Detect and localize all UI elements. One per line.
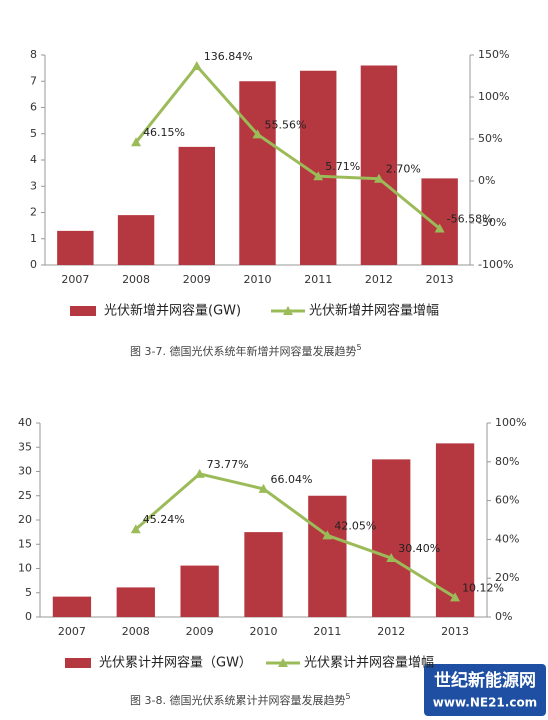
watermark: 世纪新能源网 www.NE21.com xyxy=(424,664,546,716)
legend-swatch xyxy=(70,306,96,316)
legend-label: 光伏累计并网容量增幅 xyxy=(304,655,434,671)
x-tick-label: 2012 xyxy=(377,625,405,638)
value-label: 10.12% xyxy=(462,581,504,594)
value-label: 66.04% xyxy=(271,473,313,486)
x-tick-label: 2010 xyxy=(244,273,272,286)
line-marker xyxy=(258,483,269,493)
legend-label: 光伏累计并网容量（GW） xyxy=(99,655,252,671)
bar xyxy=(178,146,215,265)
y2-tick-label: -50% xyxy=(478,216,506,229)
line-marker xyxy=(386,553,397,563)
legend-swatch xyxy=(278,658,288,667)
y2-tick-label: 150% xyxy=(478,48,509,61)
caption-note: 5 xyxy=(345,692,350,701)
x-tick-label: 2013 xyxy=(426,273,454,286)
line-marker xyxy=(450,592,461,602)
bar xyxy=(57,230,94,265)
legend-label: 光伏新增并网容量(GW) xyxy=(104,303,241,319)
y-tick-label: 3 xyxy=(30,179,37,192)
y2-tick-label: -100% xyxy=(478,258,513,271)
x-tick-label: 2008 xyxy=(122,273,150,286)
value-label: 46.15% xyxy=(143,126,185,139)
value-label: 5.71% xyxy=(325,160,360,173)
x-tick-label: 2009 xyxy=(186,625,214,638)
y-tick-label: 4 xyxy=(30,153,37,166)
x-tick-label: 2010 xyxy=(250,625,278,638)
x-tick-label: 2007 xyxy=(58,625,86,638)
x-tick-label: 2009 xyxy=(183,273,211,286)
x-tick-label: 2013 xyxy=(441,625,469,638)
value-label: 136.84% xyxy=(204,50,253,63)
bar xyxy=(421,178,458,265)
y2-tick-label: 50% xyxy=(478,132,502,145)
value-label: 42.05% xyxy=(334,519,376,532)
x-tick-label: 2011 xyxy=(313,625,341,638)
bar xyxy=(360,65,398,265)
line-marker xyxy=(434,223,445,233)
bar xyxy=(117,215,155,265)
y2-tick-label: 20% xyxy=(495,571,519,584)
y-tick-label: 15 xyxy=(18,537,32,550)
line-marker xyxy=(194,468,205,478)
y2-tick-label: 0% xyxy=(495,610,512,623)
value-label: 55.56% xyxy=(265,118,307,131)
line-marker xyxy=(131,137,142,147)
bar xyxy=(52,596,92,617)
value-label: 45.24% xyxy=(143,513,185,526)
y2-tick-label: 60% xyxy=(495,494,519,507)
bar xyxy=(372,459,411,617)
watermark-name: 世纪新能源网 xyxy=(434,670,536,691)
x-tick-label: 2007 xyxy=(61,273,89,286)
caption-note: 5 xyxy=(356,343,361,352)
y2-tick-label: 80% xyxy=(495,455,519,468)
x-tick-label: 2008 xyxy=(122,625,150,638)
y2-tick-label: 0% xyxy=(478,174,495,187)
legend-swatch xyxy=(65,658,91,668)
y-tick-label: 35 xyxy=(18,440,32,453)
bar xyxy=(116,587,155,617)
y2-tick-label: 40% xyxy=(495,532,519,545)
y-tick-label: 40 xyxy=(18,416,32,429)
y-tick-label: 10 xyxy=(18,562,32,575)
value-label: 2.70% xyxy=(386,163,421,176)
y-tick-label: 2 xyxy=(30,206,37,219)
line xyxy=(134,472,456,599)
value-label: 73.77% xyxy=(207,458,249,471)
legend-label: 光伏新增并网容量增幅 xyxy=(309,303,439,319)
y-tick-label: 25 xyxy=(18,489,32,502)
watermark-box xyxy=(424,664,546,716)
line-marker xyxy=(252,129,263,139)
bar xyxy=(180,565,219,617)
bar xyxy=(308,495,347,617)
y-tick-label: 5 xyxy=(25,586,32,599)
y2-tick-label: 100% xyxy=(495,416,526,429)
y-tick-label: 0 xyxy=(30,258,37,271)
y-tick-label: 6 xyxy=(30,101,37,114)
line xyxy=(134,63,441,230)
value-label: 30.40% xyxy=(398,542,440,555)
y-tick-label: 1 xyxy=(30,232,37,245)
watermark-url: www.NE21.com xyxy=(433,696,537,710)
line-marker xyxy=(130,524,141,534)
y-tick-label: 5 xyxy=(30,127,37,140)
line-marker xyxy=(322,530,333,540)
y-tick-label: 7 xyxy=(30,74,37,87)
y-tick-label: 8 xyxy=(30,48,37,61)
bar xyxy=(239,81,276,265)
y2-tick-label: 100% xyxy=(478,90,509,103)
line-marker xyxy=(373,173,384,183)
x-tick-label: 2011 xyxy=(304,273,332,286)
legend-swatch xyxy=(283,306,293,315)
value-label: -56.58% xyxy=(447,213,493,226)
line-marker xyxy=(313,171,324,181)
y-tick-label: 0 xyxy=(25,610,32,623)
y-tick-label: 30 xyxy=(18,465,32,478)
y-tick-label: 20 xyxy=(18,513,32,526)
caption: 图 3-7. 德国光伏系统年新增并网容量发展趋势5 xyxy=(130,343,362,359)
caption: 图 3-8. 德国光伏系统累计并网容量发展趋势5 xyxy=(130,692,351,708)
line-marker xyxy=(191,61,202,71)
bar xyxy=(244,532,283,617)
x-tick-label: 2012 xyxy=(365,273,393,286)
